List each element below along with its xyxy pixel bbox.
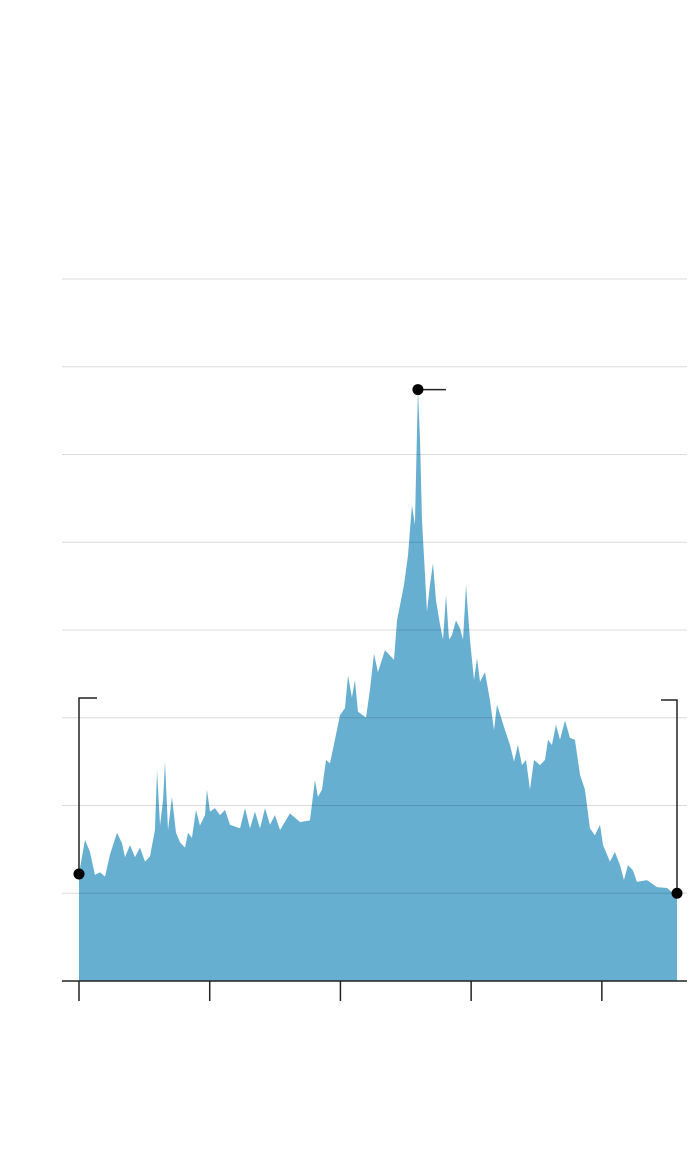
- area: [79, 389, 677, 981]
- start-marker: [73, 868, 85, 880]
- start-bracket: [78, 697, 97, 874]
- peak-marker: [412, 384, 424, 396]
- end-marker: [671, 887, 683, 899]
- end-bracket: [661, 699, 678, 894]
